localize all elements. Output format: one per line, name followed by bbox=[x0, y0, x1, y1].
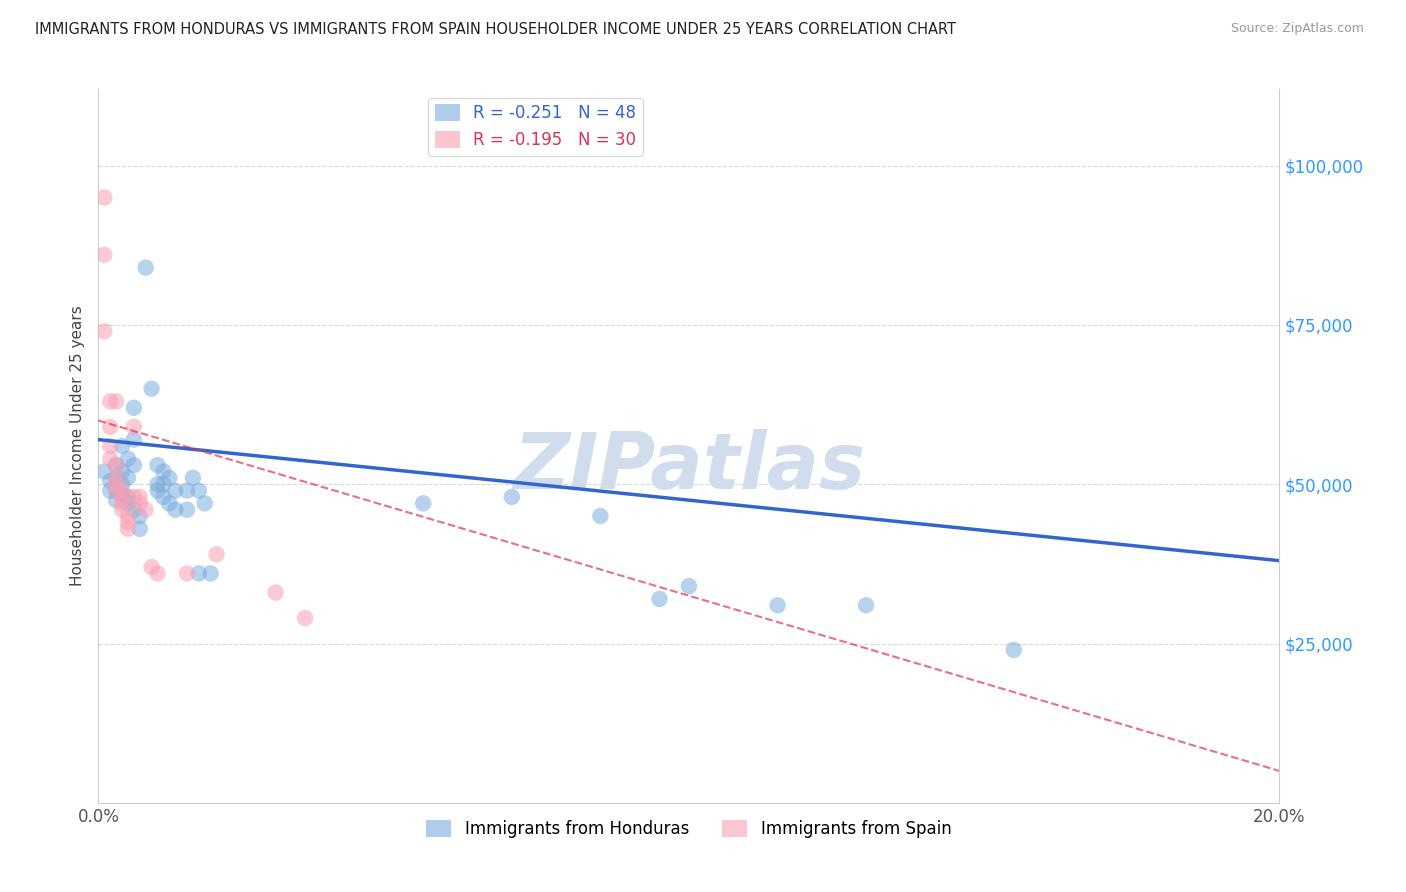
Point bbox=[135, 260, 157, 275]
Point bbox=[105, 458, 128, 472]
Point bbox=[412, 496, 434, 510]
Point bbox=[181, 471, 204, 485]
Point bbox=[98, 394, 121, 409]
Point bbox=[141, 382, 163, 396]
Point bbox=[111, 483, 134, 498]
Point bbox=[165, 502, 187, 516]
Point bbox=[200, 566, 222, 581]
Point bbox=[93, 324, 115, 338]
Point bbox=[128, 522, 150, 536]
Point bbox=[105, 483, 128, 498]
Text: ZIPatlas: ZIPatlas bbox=[513, 429, 865, 506]
Point bbox=[176, 483, 198, 498]
Point bbox=[122, 490, 145, 504]
Point bbox=[152, 477, 174, 491]
Legend: Immigrants from Honduras, Immigrants from Spain: Immigrants from Honduras, Immigrants fro… bbox=[420, 813, 957, 845]
Point bbox=[766, 599, 789, 613]
Point bbox=[105, 477, 128, 491]
Point bbox=[589, 509, 612, 524]
Point bbox=[152, 465, 174, 479]
Point bbox=[105, 471, 128, 485]
Point bbox=[93, 190, 115, 204]
Point bbox=[105, 493, 128, 508]
Point bbox=[135, 502, 157, 516]
Point bbox=[105, 394, 128, 409]
Point bbox=[98, 483, 121, 498]
Point bbox=[146, 566, 169, 581]
Point bbox=[176, 566, 198, 581]
Point bbox=[98, 420, 121, 434]
Point bbox=[176, 502, 198, 516]
Point bbox=[93, 465, 115, 479]
Point bbox=[117, 522, 139, 536]
Point bbox=[117, 496, 139, 510]
Point bbox=[157, 471, 180, 485]
Point bbox=[165, 483, 187, 498]
Point bbox=[146, 477, 169, 491]
Point bbox=[146, 458, 169, 472]
Y-axis label: Householder Income Under 25 years: Householder Income Under 25 years bbox=[69, 306, 84, 586]
Point bbox=[111, 465, 134, 479]
Point bbox=[141, 560, 163, 574]
Point bbox=[264, 585, 287, 599]
Point bbox=[117, 451, 139, 466]
Point bbox=[105, 471, 128, 485]
Point bbox=[122, 458, 145, 472]
Point bbox=[111, 496, 134, 510]
Point bbox=[111, 477, 134, 491]
Point bbox=[105, 483, 128, 498]
Point bbox=[128, 496, 150, 510]
Point bbox=[152, 490, 174, 504]
Point bbox=[678, 579, 700, 593]
Point bbox=[157, 496, 180, 510]
Point bbox=[146, 483, 169, 498]
Point bbox=[122, 420, 145, 434]
Point bbox=[187, 483, 209, 498]
Point bbox=[855, 599, 877, 613]
Point bbox=[501, 490, 523, 504]
Point bbox=[111, 439, 134, 453]
Point bbox=[117, 509, 139, 524]
Point bbox=[117, 516, 139, 530]
Point bbox=[111, 502, 134, 516]
Point bbox=[648, 591, 671, 606]
Point bbox=[1002, 643, 1025, 657]
Point bbox=[93, 248, 115, 262]
Point bbox=[294, 611, 316, 625]
Point bbox=[105, 458, 128, 472]
Point bbox=[98, 474, 121, 488]
Point bbox=[128, 509, 150, 524]
Point bbox=[205, 547, 228, 561]
Point bbox=[98, 439, 121, 453]
Point bbox=[122, 433, 145, 447]
Point bbox=[128, 490, 150, 504]
Point bbox=[117, 471, 139, 485]
Text: Source: ZipAtlas.com: Source: ZipAtlas.com bbox=[1230, 22, 1364, 36]
Text: IMMIGRANTS FROM HONDURAS VS IMMIGRANTS FROM SPAIN HOUSEHOLDER INCOME UNDER 25 YE: IMMIGRANTS FROM HONDURAS VS IMMIGRANTS F… bbox=[35, 22, 956, 37]
Point bbox=[122, 502, 145, 516]
Point bbox=[187, 566, 209, 581]
Point bbox=[117, 490, 139, 504]
Point bbox=[111, 490, 134, 504]
Point bbox=[122, 401, 145, 415]
Point bbox=[111, 487, 134, 501]
Point bbox=[194, 496, 217, 510]
Point bbox=[98, 451, 121, 466]
